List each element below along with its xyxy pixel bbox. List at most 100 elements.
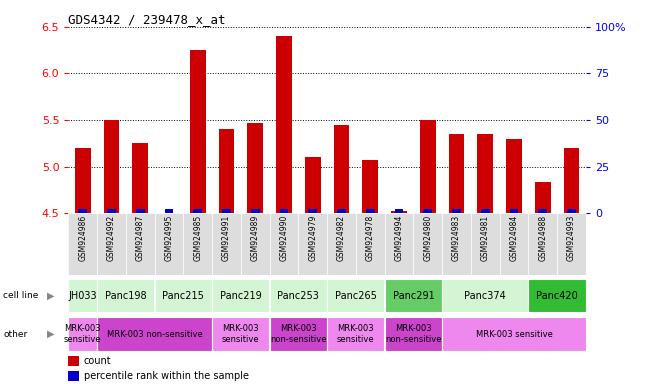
Bar (363, 160, 378, 213)
Bar (270, 318, 327, 351)
Bar (97, 318, 212, 351)
Bar (442, 213, 471, 275)
Bar (75, 148, 90, 213)
Text: Panc265: Panc265 (335, 291, 377, 301)
Text: MRK-003 non-sensitive: MRK-003 non-sensitive (107, 329, 202, 339)
Bar (276, 36, 292, 213)
Text: MRK-003
non-sensitive: MRK-003 non-sensitive (385, 324, 441, 344)
Text: GSM924988: GSM924988 (538, 215, 547, 261)
Bar (366, 209, 374, 213)
Text: MRK-003
sensitive: MRK-003 sensitive (337, 324, 375, 344)
Bar (442, 279, 528, 312)
Bar (452, 209, 461, 213)
Text: GSM924983: GSM924983 (452, 215, 461, 261)
Text: GSM924985: GSM924985 (193, 215, 202, 261)
Bar (391, 211, 407, 213)
Bar (333, 125, 350, 213)
Text: GSM924979: GSM924979 (309, 215, 317, 262)
Bar (97, 279, 154, 312)
Text: GSM924989: GSM924989 (251, 215, 260, 261)
Bar (104, 120, 119, 213)
Text: GSM924991: GSM924991 (222, 215, 231, 261)
Text: MRK-003
non-sensitive: MRK-003 non-sensitive (270, 324, 327, 344)
Text: Panc291: Panc291 (393, 291, 434, 301)
Bar (68, 279, 97, 312)
Text: GSM924978: GSM924978 (366, 215, 375, 261)
Bar (190, 50, 206, 213)
Bar (136, 209, 145, 213)
Bar (212, 318, 270, 351)
Bar (385, 213, 413, 275)
Text: percentile rank within the sample: percentile rank within the sample (84, 371, 249, 381)
Bar (155, 279, 212, 312)
Bar (241, 213, 270, 275)
Bar (529, 279, 586, 312)
Text: GSM924980: GSM924980 (423, 215, 432, 261)
Text: other: other (3, 329, 27, 339)
Text: Panc215: Panc215 (163, 291, 204, 301)
Bar (78, 209, 87, 213)
Text: MRK-003
sensitive: MRK-003 sensitive (64, 324, 102, 344)
Bar (449, 134, 464, 213)
Bar (184, 213, 212, 275)
Text: Panc420: Panc420 (536, 291, 578, 301)
Text: GSM924981: GSM924981 (481, 215, 490, 261)
Text: Panc374: Panc374 (464, 291, 506, 301)
Bar (395, 209, 404, 213)
Text: JH033: JH033 (68, 291, 97, 301)
Bar (500, 213, 529, 275)
Bar (270, 279, 327, 312)
Bar (219, 129, 234, 213)
Bar (385, 318, 442, 351)
Text: GSM924992: GSM924992 (107, 215, 116, 261)
Text: Panc253: Panc253 (277, 291, 319, 301)
Bar (68, 356, 79, 366)
Bar (567, 209, 576, 213)
Text: GDS4342 / 239478_x_at: GDS4342 / 239478_x_at (68, 13, 226, 26)
Bar (68, 213, 97, 275)
Bar (538, 209, 547, 213)
Bar (126, 213, 155, 275)
Bar (270, 213, 298, 275)
Bar (535, 182, 551, 213)
Bar (68, 371, 79, 381)
Bar (481, 209, 490, 213)
Text: GSM924982: GSM924982 (337, 215, 346, 261)
Bar (107, 209, 116, 213)
Bar (222, 209, 231, 213)
Bar (280, 209, 288, 213)
Bar (155, 213, 184, 275)
Bar (165, 209, 173, 213)
Text: ▶: ▶ (47, 291, 55, 301)
Bar (442, 318, 586, 351)
Bar (327, 279, 384, 312)
Text: GSM924986: GSM924986 (78, 215, 87, 261)
Bar (309, 209, 317, 213)
Bar (327, 213, 356, 275)
Text: GSM924994: GSM924994 (395, 215, 404, 262)
Bar (557, 213, 586, 275)
Text: cell line: cell line (3, 291, 38, 300)
Text: GSM924993: GSM924993 (567, 215, 576, 262)
Bar (510, 209, 518, 213)
Bar (337, 209, 346, 213)
Bar (471, 213, 499, 275)
Bar (506, 139, 522, 213)
Bar (327, 318, 384, 351)
Bar (420, 120, 436, 213)
Bar (212, 279, 270, 312)
Bar (251, 209, 260, 213)
Text: ▶: ▶ (47, 329, 55, 339)
Text: Panc219: Panc219 (220, 291, 262, 301)
Text: GSM924990: GSM924990 (279, 215, 288, 262)
Bar (247, 123, 263, 213)
Bar (477, 134, 493, 213)
Bar (529, 213, 557, 275)
Text: Panc198: Panc198 (105, 291, 146, 301)
Bar (423, 209, 432, 213)
Bar (298, 213, 327, 275)
Bar (132, 143, 148, 213)
Text: MRK-003
sensitive: MRK-003 sensitive (222, 324, 260, 344)
Text: MRK-003 sensitive: MRK-003 sensitive (476, 329, 553, 339)
Bar (305, 157, 321, 213)
